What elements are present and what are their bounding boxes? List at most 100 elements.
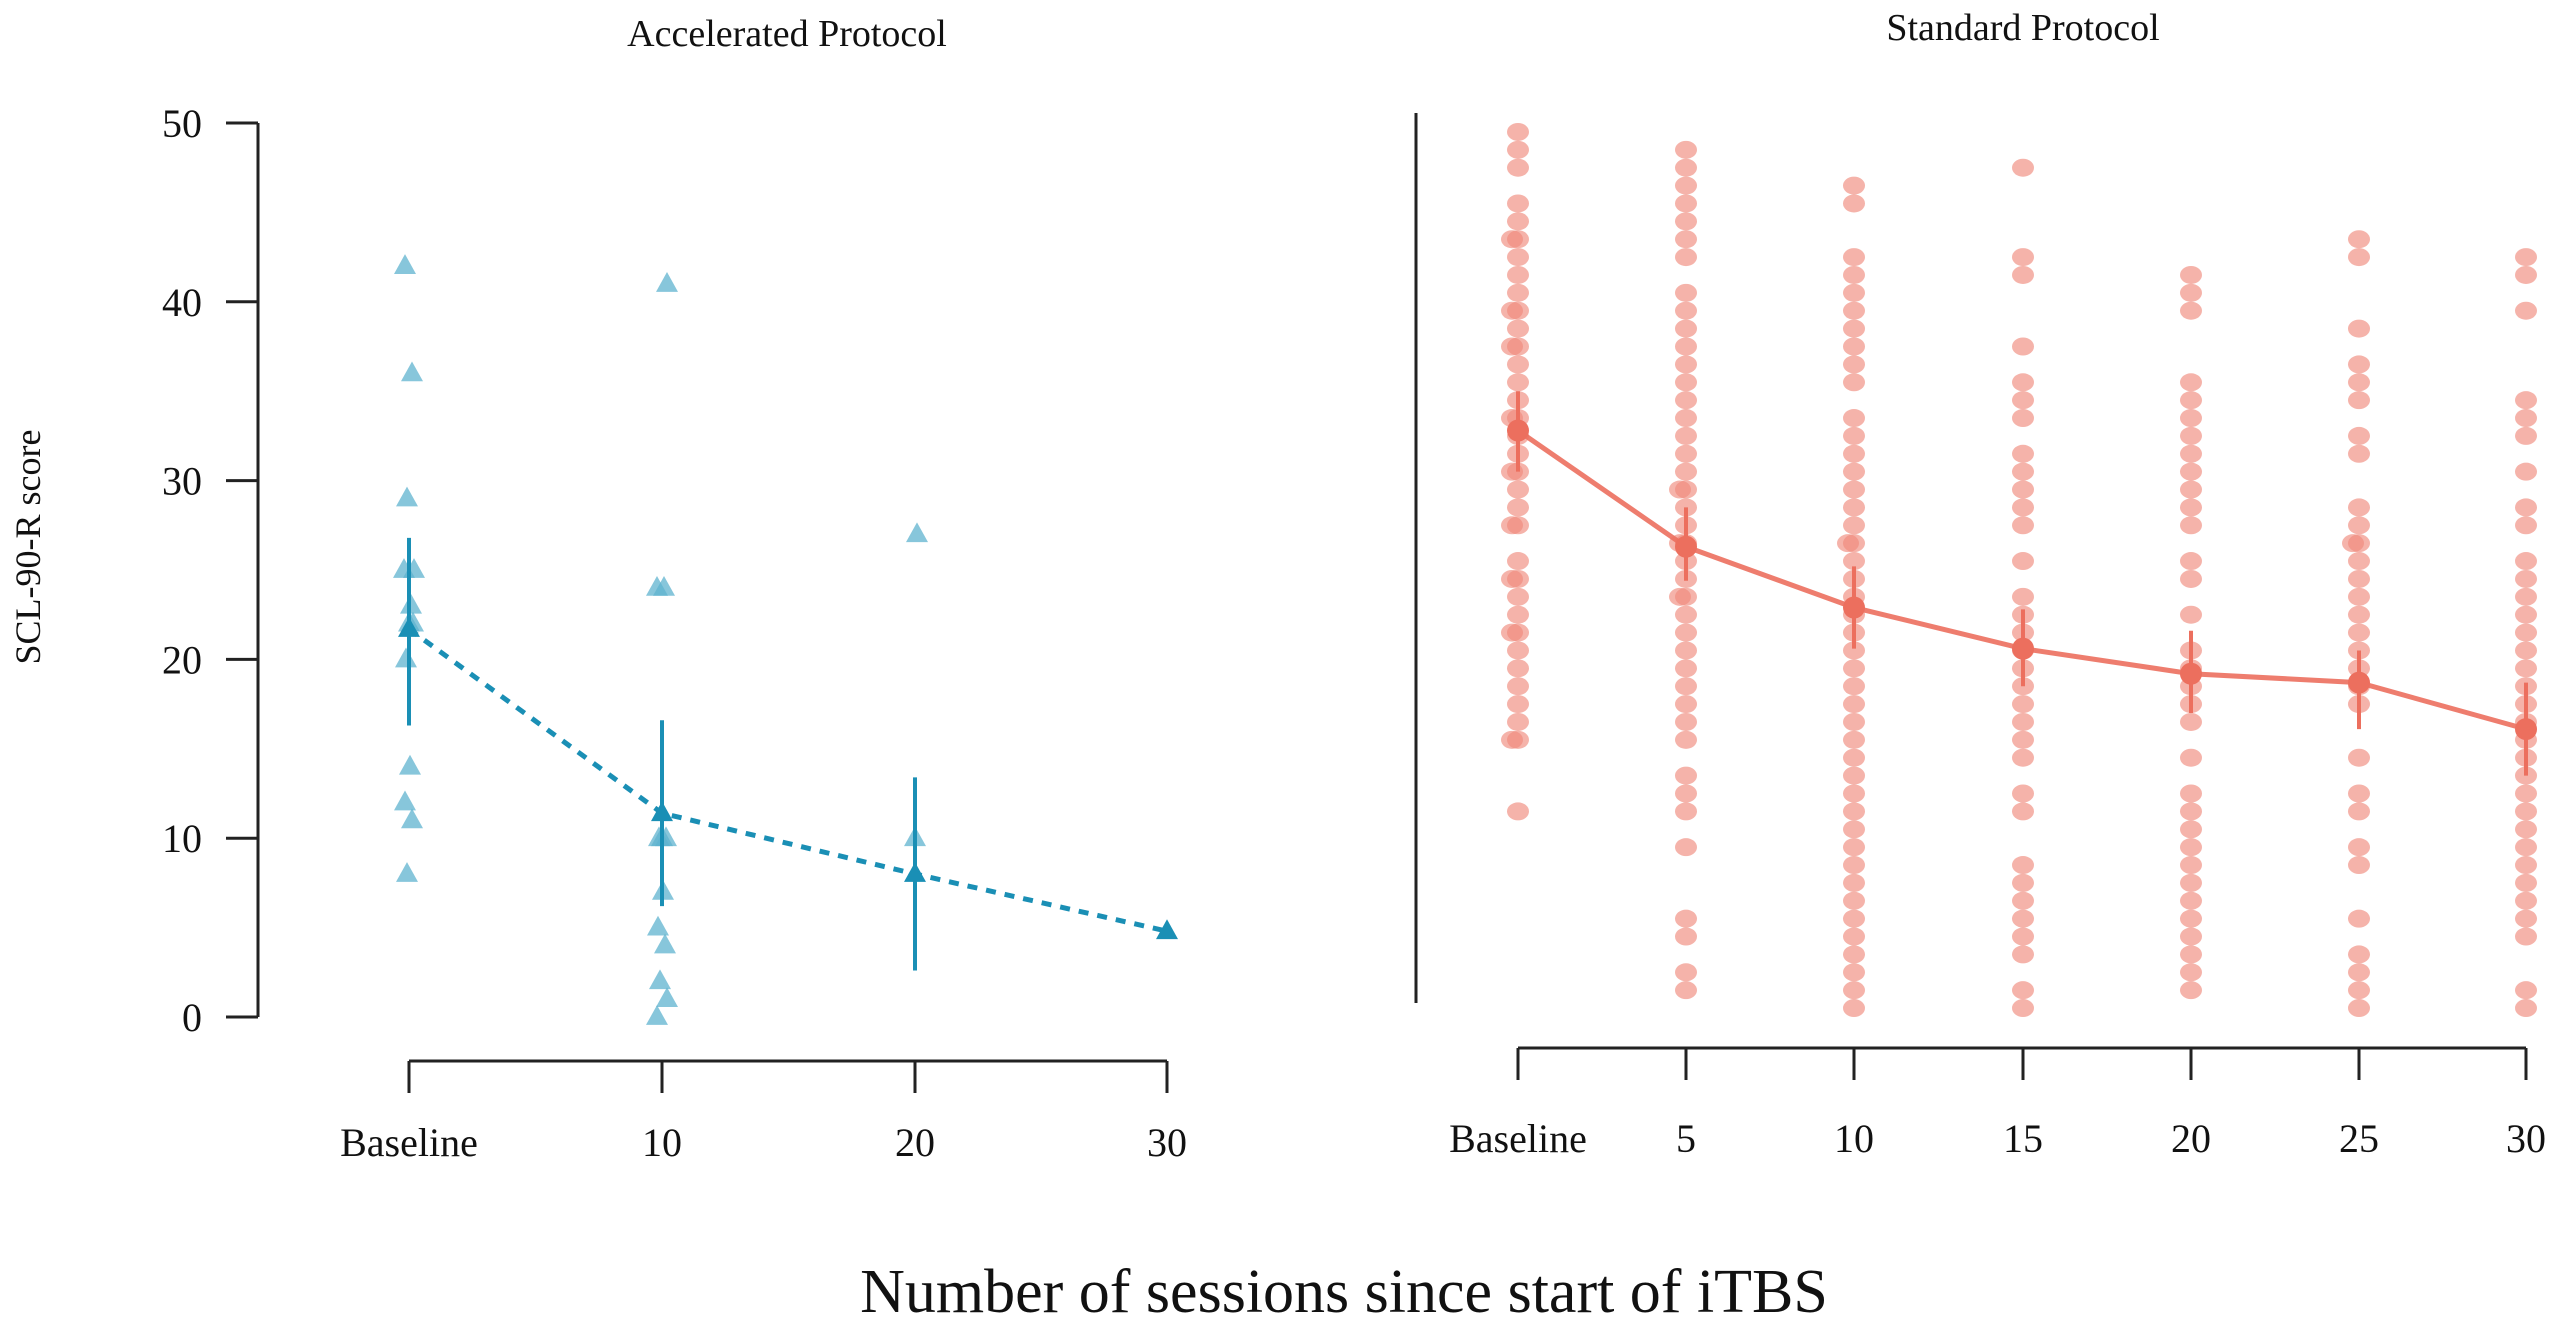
data-point <box>2515 605 2537 624</box>
data-point <box>2348 856 2370 875</box>
data-point <box>1843 462 1865 481</box>
data-point <box>2180 498 2202 517</box>
data-point <box>2515 873 2537 892</box>
data-point <box>2180 891 2202 910</box>
data-point <box>2180 409 2202 428</box>
data-point <box>1507 552 1529 571</box>
data-point <box>2012 337 2034 356</box>
data-point <box>1843 659 1865 678</box>
data-point <box>1675 140 1697 159</box>
data-point <box>1501 337 1523 356</box>
data-point <box>2515 587 2537 606</box>
data-point <box>653 576 675 596</box>
y-axis-title: SCL-90-R score <box>8 430 48 665</box>
data-point <box>2180 283 2202 302</box>
data-point <box>1507 695 1529 714</box>
data-point <box>2180 569 2202 588</box>
data-point <box>1669 480 1691 499</box>
data-point <box>2180 784 2202 803</box>
data-point <box>1675 301 1697 320</box>
x-tick-label: 20 <box>895 1120 935 1165</box>
data-point <box>1675 158 1697 177</box>
data-point <box>2012 695 2034 714</box>
data-point <box>2515 623 2537 642</box>
data-point <box>2180 391 2202 410</box>
data-point <box>648 826 670 847</box>
data-point <box>1507 248 1529 267</box>
data-point <box>2348 248 2370 267</box>
data-point <box>654 933 676 954</box>
data-point <box>1843 426 1865 445</box>
data-point <box>1507 140 1529 159</box>
data-point <box>2180 444 2202 463</box>
data-point <box>1675 283 1697 302</box>
data-point <box>1675 426 1697 445</box>
data-point <box>1843 319 1865 338</box>
data-point <box>1675 677 1697 696</box>
data-point <box>1507 605 1529 624</box>
data-point <box>1843 409 1865 428</box>
data-point <box>1675 391 1697 410</box>
mean-marker <box>2012 637 2034 660</box>
data-point <box>2348 605 2370 624</box>
data-point <box>2515 784 2537 803</box>
data-point <box>2515 820 2537 839</box>
data-point <box>2515 802 2537 821</box>
data-point <box>2012 265 2034 284</box>
data-point <box>1501 569 1523 588</box>
data-point <box>2348 963 2370 982</box>
data-point <box>1675 802 1697 821</box>
data-point <box>395 647 417 668</box>
data-point <box>2012 730 2034 749</box>
data-point <box>2180 802 2202 821</box>
data-point <box>1675 730 1697 749</box>
mean-marker <box>904 862 926 882</box>
mean-line <box>407 626 1168 934</box>
data-point <box>1843 677 1865 696</box>
data-point <box>1843 999 1865 1018</box>
data-point <box>2515 909 2537 928</box>
data-point <box>1843 480 1865 499</box>
data-point <box>1843 909 1865 928</box>
data-point <box>1843 373 1865 392</box>
mean-marker <box>651 801 673 822</box>
data-point <box>1837 534 1859 553</box>
data-point <box>1501 730 1523 749</box>
data-point <box>2180 480 2202 499</box>
data-point <box>1501 516 1523 535</box>
data-point <box>1843 641 1865 660</box>
data-point <box>1675 659 1697 678</box>
mean-marker <box>1675 535 1697 558</box>
data-point <box>2180 856 2202 875</box>
data-point <box>2515 891 2537 910</box>
data-point <box>1501 623 1523 642</box>
y-tick-label: 40 <box>162 280 202 325</box>
data-point <box>2012 927 2034 946</box>
data-point <box>2012 909 2034 928</box>
x-tick-label: 30 <box>2506 1116 2546 1161</box>
data-point <box>1675 838 1697 857</box>
data-point <box>2012 373 2034 392</box>
data-point <box>2012 498 2034 517</box>
data-point <box>2012 587 2034 606</box>
data-point <box>1675 766 1697 785</box>
data-point <box>1843 301 1865 320</box>
data-point <box>2012 981 2034 1000</box>
data-point <box>2180 963 2202 982</box>
mean-marker <box>1156 919 1178 940</box>
data-point <box>2012 552 2034 571</box>
data-point <box>2515 391 2537 410</box>
data-point <box>394 790 416 811</box>
data-point <box>1507 122 1529 141</box>
data-point <box>1507 480 1529 499</box>
data-point <box>2012 748 2034 767</box>
data-point <box>1843 248 1865 267</box>
data-point <box>1675 909 1697 928</box>
data-point <box>1843 748 1865 767</box>
data-point <box>656 987 678 1008</box>
data-point <box>1675 337 1697 356</box>
data-point <box>1843 802 1865 821</box>
data-point <box>2180 838 2202 857</box>
data-point <box>2348 355 2370 374</box>
